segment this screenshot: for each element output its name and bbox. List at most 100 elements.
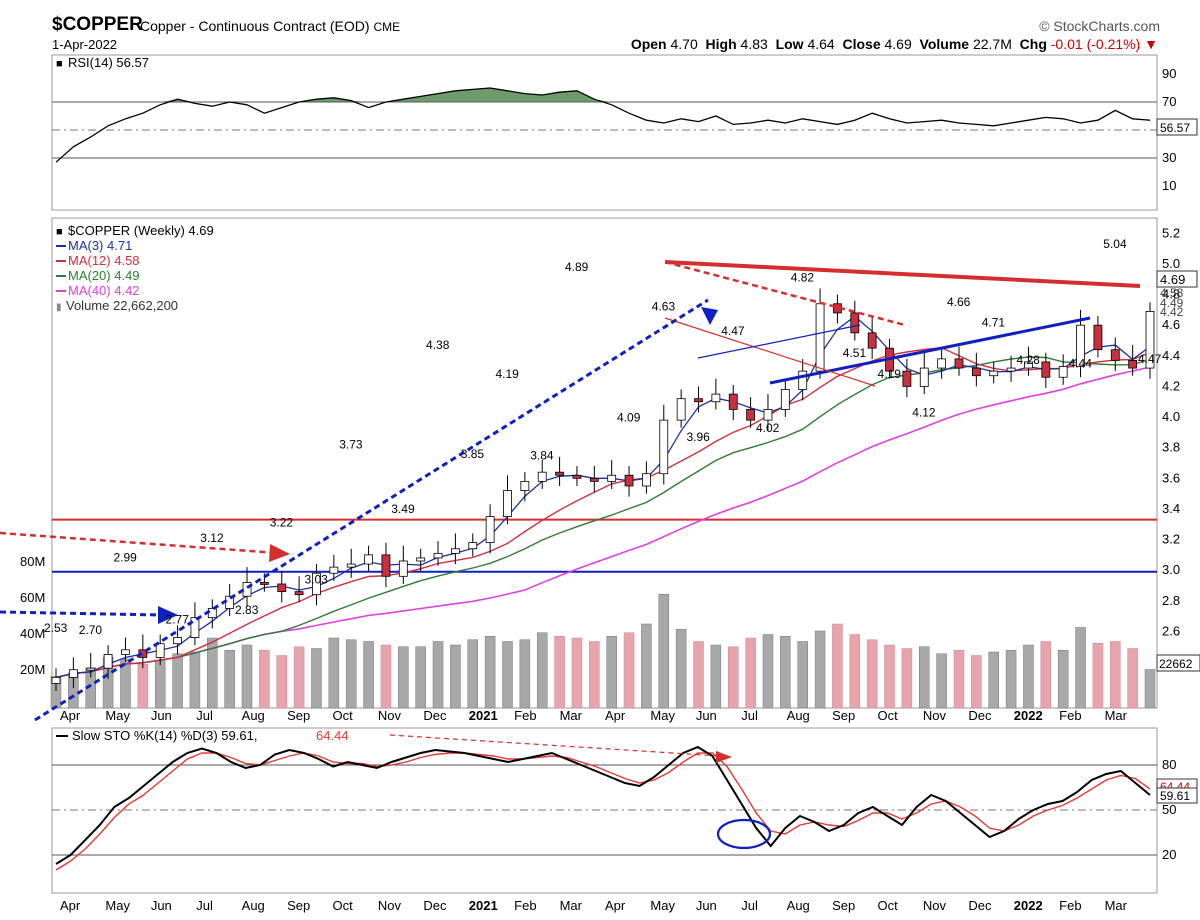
- trend-annotations: [0, 260, 1141, 722]
- sto-x-axis-label: Apr: [60, 898, 81, 913]
- candle-body: [1041, 361, 1051, 378]
- candle-body: [572, 474, 582, 479]
- sto-x-axis-label: Dec: [968, 898, 992, 913]
- contract-name: Copper - Continuous Contract (EOD): [140, 18, 370, 34]
- x-axis-label: Jun: [151, 708, 172, 723]
- candle-body: [173, 637, 182, 645]
- candle-body: [68, 669, 78, 678]
- volume-bar: [780, 636, 791, 709]
- price-legend-item: MA(12) 4.58: [68, 253, 140, 268]
- volume-tick-label: 60M: [20, 590, 45, 605]
- sto-tick-label: 50: [1162, 802, 1176, 817]
- chart-header: $COPPER Copper - Continuous Contract (EO…: [0, 0, 1200, 52]
- sto-x-axis-label: Jul: [741, 898, 758, 913]
- x-axis-label: Feb: [1059, 708, 1081, 723]
- high-label: High: [705, 36, 737, 52]
- volume-bar: [536, 632, 548, 709]
- resistance-trendline: [664, 260, 1141, 288]
- candle-body: [780, 389, 790, 410]
- sto-value-label: 59.61: [1160, 789, 1190, 803]
- candle-body: [51, 676, 61, 684]
- red-arrow-head: [269, 544, 290, 562]
- volume-label: Volume: [919, 36, 970, 52]
- volume-bar: [727, 646, 739, 709]
- sto-x-axis-label: Mar: [1105, 898, 1128, 913]
- volume-legend-marker: ▮: [56, 302, 62, 313]
- candle-body: [589, 477, 599, 482]
- candle-body: [155, 643, 165, 658]
- volume-bar: [363, 641, 374, 709]
- rsi-panel-frame: [51, 54, 1158, 211]
- x-axis-label: Apr: [605, 708, 626, 723]
- left-red-dashed-arrow: [0, 531, 279, 555]
- candle-body: [503, 490, 512, 517]
- candle-body: [1145, 311, 1155, 369]
- close-value-box: [1156, 270, 1198, 288]
- sto-d-line: [55, 752, 1151, 871]
- volume-bar: [849, 634, 861, 709]
- price-tick-label: 5.0: [1162, 256, 1180, 271]
- low-value: 4.64: [807, 36, 835, 52]
- rsi-tick-label: 30: [1162, 150, 1176, 165]
- volume-bar: [1057, 650, 1069, 709]
- volume-bar: [519, 639, 531, 709]
- chart-date: 1-Apr-2022: [52, 37, 118, 52]
- volume-bar: [1110, 641, 1121, 709]
- horizontal-levels: [52, 518, 1157, 573]
- x-axis-label: Dec: [968, 708, 992, 723]
- candle-body: [312, 572, 321, 596]
- sto-x-axis-label: May: [105, 898, 130, 913]
- right-value-label: 4.49: [1160, 296, 1184, 310]
- rising-blue-dashed-trendline: [34, 298, 709, 722]
- price-tick-label: 4.4: [1162, 348, 1180, 363]
- volume-bar: [1092, 643, 1104, 709]
- price-annotation-label: 3.22: [270, 516, 294, 530]
- volume-last-value: 22662: [1159, 657, 1193, 671]
- price-annotation-label: 4.09: [617, 410, 641, 424]
- volume-bar: [207, 637, 218, 709]
- candle-body: [364, 554, 373, 565]
- sto-x-axis-label: Apr: [605, 898, 626, 913]
- volume-bar: [745, 637, 756, 709]
- volume-bar: [832, 623, 843, 709]
- brand-logo[interactable]: © StockCharts.com: [1039, 18, 1160, 34]
- price-right-labels: 4.694.584.494.42: [1156, 270, 1198, 319]
- candle-body: [919, 367, 929, 387]
- lower-red-trendline: [664, 317, 876, 387]
- price-tick-label: 3.6: [1162, 470, 1180, 485]
- price-annotation-label: 2.77: [166, 612, 190, 626]
- candle-body: [398, 560, 408, 577]
- high-value: 4.83: [740, 36, 768, 52]
- volume-bar: [814, 630, 826, 709]
- x-axis-label: 2021: [469, 708, 498, 723]
- candle-body: [555, 471, 564, 476]
- support-trendline: [769, 316, 1091, 385]
- candle-body: [294, 591, 304, 596]
- rsi-tick-label: 70: [1162, 94, 1176, 109]
- volume-tick-label: 40M: [20, 626, 45, 641]
- candle-body: [642, 473, 651, 487]
- candle-body: [954, 358, 964, 369]
- price-legend-item: MA(20) 4.49: [68, 268, 140, 283]
- sto-x-axis-label: Oct: [333, 898, 354, 913]
- sto-x-axis-label: Feb: [1059, 898, 1081, 913]
- volume-bar: [311, 648, 322, 709]
- volume-y-ticks: 20M 40M 60M 80M: [20, 554, 45, 677]
- candle-body: [433, 552, 443, 559]
- candle-body: [103, 654, 113, 669]
- price-annotation-label: 4.47: [721, 324, 745, 338]
- candle-body: [346, 563, 356, 568]
- x-axis-label: Feb: [514, 708, 536, 723]
- candle-body: [468, 542, 478, 550]
- symbol-description: Copper - Continuous Contract (EOD) CME: [140, 18, 400, 34]
- rsi-line: [55, 87, 1151, 163]
- rsi-last-value-box: [1156, 118, 1198, 136]
- rsi-tick-label: 90: [1162, 66, 1176, 81]
- sto-tick-label: 80: [1162, 757, 1176, 772]
- x-axis-label: Oct: [878, 708, 899, 723]
- volume-bar: [137, 664, 149, 709]
- candle-body: [1024, 361, 1033, 369]
- candle-body: [537, 471, 547, 482]
- sto-x-axis-label: Jun: [696, 898, 717, 913]
- candle-body: [937, 358, 947, 369]
